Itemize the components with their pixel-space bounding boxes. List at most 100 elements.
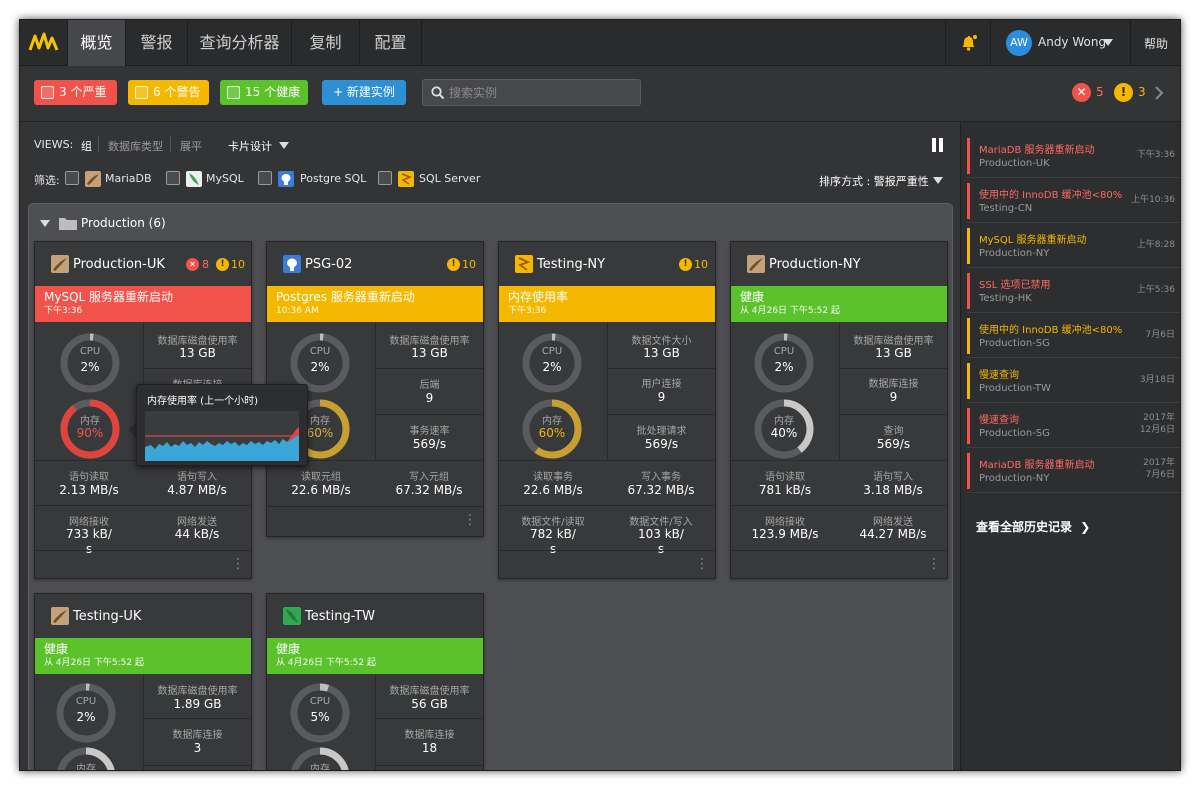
severity-bar <box>967 273 970 309</box>
status-banner[interactable]: 健康 从 4月26日 下午5:52 起 <box>731 286 947 322</box>
status-banner[interactable]: 健康 从 4月26日 下午5:52 起 <box>35 638 251 674</box>
history-instance: Testing-CN <box>979 203 1033 214</box>
pause-icon[interactable] <box>932 138 936 152</box>
cpu-value: 2% <box>310 360 330 374</box>
history-item[interactable]: MariaDB 服务器重新启动 Production-UK 下午3:36 <box>967 134 1180 178</box>
status-text: 健康 <box>44 642 69 656</box>
memory-gauge[interactable] <box>753 398 815 460</box>
chevron-down-icon[interactable] <box>933 177 943 184</box>
tab-replication[interactable]: 复制 <box>292 20 360 66</box>
history-item[interactable]: 慢速查询 Production-SG 2017年 12月6日 <box>967 404 1180 448</box>
instance-card[interactable]: Testing-UK 健康 从 4月26日 下午5:52 起 CPU 2% 内存… <box>34 593 252 771</box>
checkbox[interactable] <box>227 86 240 99</box>
cpu-gauge[interactable] <box>753 332 815 394</box>
tab-alerts[interactable]: 警报 <box>126 20 188 66</box>
status-banner[interactable]: Postgres 服务器重新启动 10:36 AM <box>267 286 483 322</box>
view-option-db-type[interactable]: 数据库类型 <box>108 140 163 153</box>
more-menu-icon[interactable]: ⋮ <box>927 556 941 572</box>
tab-config[interactable]: 配置 <box>360 20 422 66</box>
filter-mysql[interactable]: MySQL <box>206 172 244 185</box>
more-menu-icon[interactable]: ⋮ <box>695 556 709 572</box>
metric-label: 语句写入 <box>177 472 217 483</box>
checkbox[interactable] <box>65 171 79 185</box>
sql-server-icon <box>398 171 414 187</box>
filter-mariadb[interactable]: MariaDB <box>105 172 152 185</box>
filter-sql-server[interactable]: SQL Server <box>419 172 481 185</box>
instance-card[interactable]: Testing-NY ! 10 内存使用率 下午3:36 CPU 2% 内存 6… <box>498 241 716 579</box>
healthy-filter-pill[interactable]: 15 个健康 <box>220 80 308 105</box>
view-option-flat[interactable]: 展平 <box>180 140 202 153</box>
pause-icon-bar <box>939 138 943 152</box>
metric-value: 67.32 MB/s <box>395 483 463 497</box>
metric-label: 事务速率 <box>409 426 450 437</box>
search-input[interactable] <box>449 84 634 102</box>
checkbox[interactable] <box>378 171 392 185</box>
search-box[interactable] <box>422 79 641 106</box>
metric-value: 9 <box>657 390 666 404</box>
more-menu-icon[interactable]: ⋮ <box>463 512 477 528</box>
status-text: 健康 <box>740 290 765 304</box>
view-all-history-link[interactable]: 查看全部历史记录 ❯ <box>976 518 1090 535</box>
warning-icon: ! <box>447 258 460 271</box>
cpu-gauge[interactable] <box>59 332 121 394</box>
user-name[interactable]: Andy Wong <box>1038 35 1107 49</box>
bell-icon[interactable] <box>959 33 979 53</box>
card-design-dropdown[interactable]: 卡片设计 <box>228 140 272 153</box>
collapse-icon[interactable] <box>40 220 50 227</box>
help-link[interactable]: 帮助 <box>1144 37 1169 51</box>
memory-value: 90% <box>76 426 104 440</box>
search-icon <box>431 86 445 100</box>
cpu-gauge[interactable] <box>55 682 117 744</box>
cpu-gauge[interactable] <box>289 682 351 744</box>
sort-dropdown[interactable]: 排序方式 : 警报严重性 <box>819 175 929 188</box>
status-banner[interactable]: 健康 从 4月26日 下午5:52 起 <box>267 638 483 674</box>
memory-gauge[interactable] <box>521 398 583 460</box>
history-item[interactable]: 慢速查询 Production-TW 3月18日 <box>967 359 1180 403</box>
memory-value: 40% <box>770 426 798 440</box>
history-title: 慢速查询 <box>979 415 1019 426</box>
severity-bar <box>967 363 970 399</box>
memory-gauge[interactable] <box>59 398 121 460</box>
view-option-group[interactable]: 组 <box>81 140 92 153</box>
app-logo-icon[interactable] <box>20 20 68 66</box>
group-title[interactable]: Production (6) <box>81 216 166 230</box>
instance-card[interactable]: Testing-TW 健康 从 4月26日 下午5:52 起 CPU 5% 内存… <box>266 593 484 771</box>
chevron-right-icon[interactable] <box>1154 86 1164 100</box>
history-item[interactable]: MariaDB 服务器重新启动 Production-NY 2017年 7月6日 <box>967 449 1180 493</box>
warning-count-icon[interactable]: ! <box>1114 83 1133 102</box>
status-banner[interactable]: 内存使用率 下午3:36 <box>499 286 715 322</box>
memory-gauge[interactable] <box>55 746 117 771</box>
checkbox[interactable] <box>166 171 180 185</box>
chevron-down-icon[interactable] <box>1103 39 1113 46</box>
status-banner[interactable]: MySQL 服务器重新启动 下午3:36 <box>35 286 251 322</box>
divider <box>267 506 483 507</box>
critical-filter-pill[interactable]: 3 个严重 <box>34 80 117 105</box>
history-item[interactable]: 使用中的 InnoDB 缓冲池<80% Testing-CN 上午10:36 <box>967 179 1180 223</box>
alert-history-panel: MariaDB 服务器重新启动 Production-UK 下午3:36 使用中的 I… <box>960 122 1180 770</box>
metric-value: 13 GB <box>411 346 448 360</box>
cpu-value: 2% <box>542 360 562 374</box>
checkbox[interactable] <box>135 86 148 99</box>
avatar[interactable]: AW <box>1006 30 1032 56</box>
memory-gauge[interactable] <box>289 746 351 771</box>
warning-count: 10 <box>694 258 708 271</box>
instance-card[interactable]: Production-NY 健康 从 4月26日 下午5:52 起 CPU 2%… <box>730 241 948 579</box>
new-instance-button[interactable]: + 新建实例 <box>322 80 406 105</box>
history-item[interactable]: MySQL 服务器重新启动 Production-NY 上午8:28 <box>967 224 1180 268</box>
history-item[interactable]: 使用中的 InnoDB 缓冲池<80% Production-SG 7月6日 <box>967 314 1180 358</box>
chevron-down-icon[interactable] <box>279 142 289 149</box>
filter-postgres[interactable]: Postgre SQL <box>300 172 367 185</box>
critical-count-icon[interactable]: ✕ <box>1072 83 1091 102</box>
cpu-gauge[interactable] <box>289 332 351 394</box>
more-menu-icon[interactable]: ⋮ <box>231 556 245 572</box>
checkbox[interactable] <box>41 86 54 99</box>
warning-filter-pill[interactable]: 6 个警告 <box>128 80 209 105</box>
history-item[interactable]: SSL 选项已禁用 Testing-HK 上午5:36 <box>967 269 1180 313</box>
cpu-gauge[interactable] <box>521 332 583 394</box>
tab-query-analyzer[interactable]: 查询分析器 <box>188 20 292 66</box>
status-time: 从 4月26日 下午5:52 起 <box>276 658 376 668</box>
tab-overview[interactable]: 概览 <box>68 20 126 66</box>
filter-label: 筛选: <box>34 174 60 187</box>
history-instance: Production-TW <box>979 383 1051 394</box>
checkbox[interactable] <box>258 171 272 185</box>
